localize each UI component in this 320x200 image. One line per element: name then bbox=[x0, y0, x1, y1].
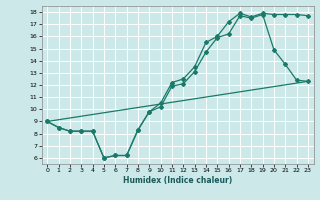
X-axis label: Humidex (Indice chaleur): Humidex (Indice chaleur) bbox=[123, 176, 232, 185]
